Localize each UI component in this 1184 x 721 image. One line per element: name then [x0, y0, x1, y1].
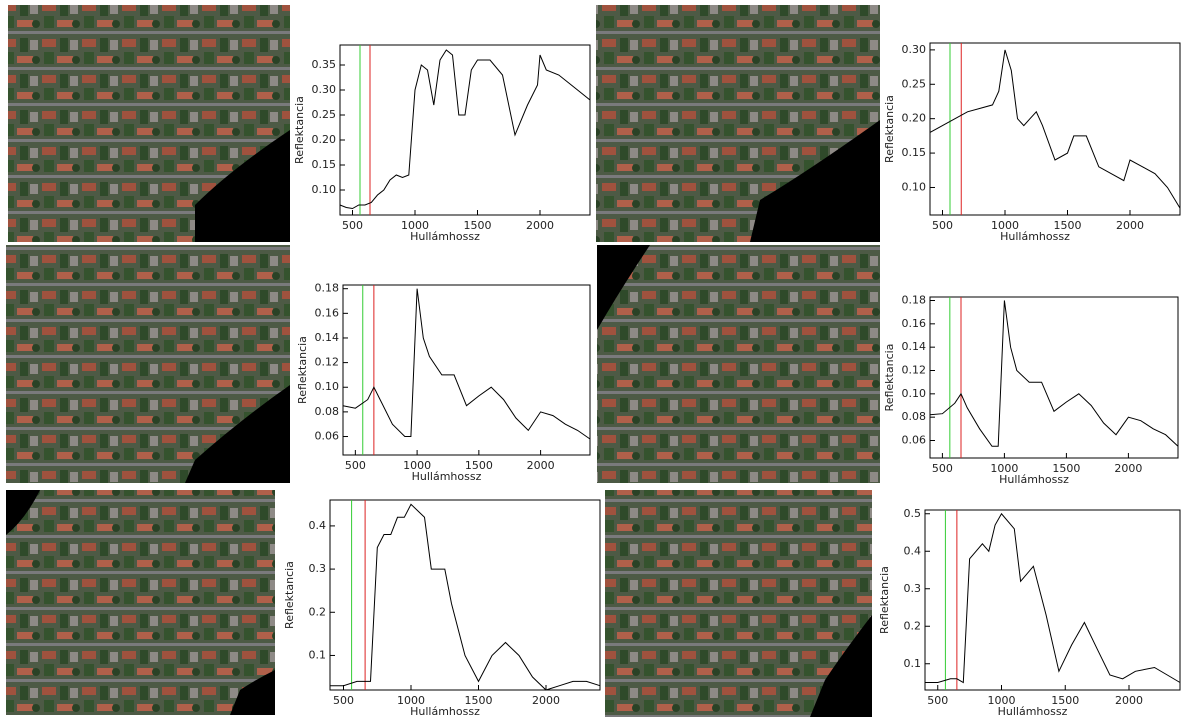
y-tick-label: 0.25: [312, 108, 337, 121]
y-tick-label: 0.16: [902, 317, 927, 330]
x-tick-label: 2000: [1116, 219, 1144, 232]
y-tick-label: 0.18: [315, 282, 340, 295]
x-tick-label: 1500: [1052, 462, 1080, 475]
x-tick-label: 2000: [1115, 694, 1143, 707]
y-tick-label: 0.08: [315, 405, 340, 418]
x-tick-label: 1000: [401, 219, 429, 232]
x-axis-label: Hullámhossz: [410, 705, 480, 717]
y-tick-label: 0.10: [902, 180, 927, 193]
y-tick-label: 0.10: [902, 387, 927, 400]
spectrum-line: [929, 49, 1181, 209]
y-tick-label: 0.5: [904, 507, 922, 520]
x-tick-label: 500: [342, 219, 363, 232]
mask: [750, 120, 880, 242]
y-tick-label: 0.16: [315, 306, 340, 319]
y-tick-label: 0.1: [904, 657, 922, 670]
aerial-image: [6, 490, 275, 715]
y-axis-label: Reflektancia: [883, 95, 896, 163]
x-tick-label: 1000: [991, 219, 1019, 232]
aerial-images: [6, 5, 880, 717]
x-axis-label: Hullámhossz: [1000, 230, 1070, 243]
y-axis-label: Reflektancia: [293, 96, 306, 164]
x-axis-label: Hullámhossz: [412, 470, 482, 483]
y-tick-label: 0.14: [315, 331, 340, 344]
y-tick-label: 0.30: [312, 83, 337, 96]
x-tick-label: 1500: [1051, 694, 1079, 707]
y-tick-label: 0.4: [904, 544, 922, 557]
y-tick-label: 0.12: [315, 356, 340, 369]
mask: [6, 490, 275, 715]
aerial-image: [597, 245, 880, 483]
y-tick-label: 0.06: [902, 434, 927, 447]
y-tick-label: 0.10: [312, 183, 337, 196]
x-axis-label: Hullámhossz: [999, 473, 1069, 486]
y-tick-label: 0.10: [315, 380, 340, 393]
x-tick-label: 500: [927, 694, 948, 707]
plot-frame: [924, 509, 1181, 691]
spectrum-line: [330, 503, 601, 691]
x-tick-label: 1500: [465, 459, 493, 472]
y-tick-label: 0.30: [902, 43, 927, 56]
spectrum-line: [925, 512, 1181, 684]
mask: [185, 385, 290, 483]
y-tick-label: 0.3: [309, 562, 327, 575]
x-axis-label: Hullámhossz: [410, 230, 480, 243]
y-tick-label: 0.06: [315, 430, 340, 443]
y-tick-label: 0.12: [902, 364, 927, 377]
spectrum-line: [929, 300, 1179, 447]
y-tick-label: 0.3: [904, 582, 922, 595]
x-tick-label: 1500: [464, 219, 492, 232]
y-tick-label: 0.15: [902, 146, 927, 159]
x-tick-label: 2000: [1114, 462, 1142, 475]
y-tick-label: 0.20: [902, 112, 927, 125]
x-tick-label: 500: [932, 462, 953, 475]
plot-frame: [929, 296, 1179, 459]
y-tick-label: 0.08: [902, 410, 927, 423]
x-tick-label: 500: [932, 219, 953, 232]
x-tick-label: 500: [345, 459, 366, 472]
y-axis-label: Reflektancia: [296, 336, 309, 404]
spectrum-line: [342, 288, 591, 440]
y-axis-label: Reflektancia: [283, 561, 296, 629]
mask: [195, 130, 290, 242]
plot-frame: [342, 284, 591, 456]
mask: [597, 245, 650, 330]
x-tick-label: 500: [333, 694, 354, 707]
x-tick-label: 2000: [532, 694, 560, 707]
x-tick-label: 1000: [988, 694, 1016, 707]
plot-frame: [929, 42, 1181, 216]
x-tick-label: 2000: [527, 459, 555, 472]
mask: [810, 615, 872, 717]
x-tick-label: 1000: [397, 694, 425, 707]
x-tick-label: 1000: [990, 462, 1018, 475]
y-tick-label: 0.2: [309, 605, 327, 618]
x-tick-label: 1500: [465, 694, 493, 707]
x-axis-label: Hullámhossz: [998, 705, 1068, 717]
x-tick-label: 2000: [526, 219, 554, 232]
y-axis-label: Reflektancia: [878, 566, 891, 634]
plot-frame: [329, 499, 601, 691]
plot-frame: [339, 44, 591, 216]
y-tick-label: 0.18: [902, 294, 927, 307]
y-tick-label: 0.14: [902, 340, 927, 353]
y-tick-label: 0.4: [309, 519, 327, 532]
y-axis-label: Reflektancia: [883, 344, 896, 412]
y-tick-label: 0.35: [312, 58, 337, 71]
spectrum-line: [339, 49, 591, 210]
y-tick-label: 0.1: [309, 648, 327, 661]
y-tick-label: 0.15: [312, 158, 337, 171]
y-tick-label: 0.20: [312, 133, 337, 146]
x-tick-label: 1500: [1054, 219, 1082, 232]
x-tick-label: 1000: [403, 459, 431, 472]
y-tick-label: 0.2: [904, 619, 922, 632]
y-tick-label: 0.25: [902, 77, 927, 90]
